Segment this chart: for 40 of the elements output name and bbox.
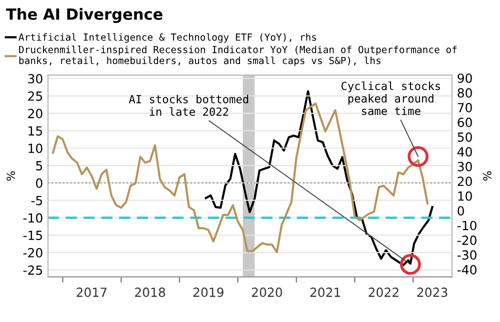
y-tick-label: 10 xyxy=(28,144,42,154)
y2-tick-label: -10 xyxy=(457,220,476,230)
y2-tick-label: -30 xyxy=(457,250,476,260)
y2-tick-label: -20 xyxy=(457,236,476,246)
y2-tick-label: 20 xyxy=(458,176,472,186)
y-tick-label: 25 xyxy=(28,91,42,101)
y-tick-label: 30 xyxy=(28,74,42,84)
y2-tick-label: 30 xyxy=(458,162,472,172)
x-tick-label: 2022 xyxy=(368,288,398,298)
y2-tick-label: 40 xyxy=(457,147,472,157)
x-tick-label: 2021 xyxy=(310,288,340,298)
y2-axis-title: % xyxy=(483,171,492,181)
annotation: AI stocks bottomed in late 2022 xyxy=(128,94,248,116)
y2-tick-label: 10 xyxy=(458,191,472,201)
legend-label: Druckenmiller-inspired Recession Indicator YoY (Median of Outperformance of banks, retail, homebuilders, autos and small caps vs S&P), lhs xyxy=(19,46,457,66)
legend-label: Artificial Intelligence & Technology ETF (YoY), rhs xyxy=(18,33,316,43)
annotation: Cyclical stocks peaked around same time xyxy=(341,81,440,116)
y2-tick-label: -40 xyxy=(457,265,476,274)
x-tick-label: 2023 xyxy=(417,288,448,298)
y2-tick-label: 0 xyxy=(458,206,464,216)
x-tick-label: 2018 xyxy=(135,288,166,298)
y-tick-label: -15 xyxy=(23,230,42,240)
x-tick-label: 2019 xyxy=(193,288,224,298)
y2-tick-label: 90 xyxy=(458,73,472,83)
chart-title: The AI Divergence xyxy=(6,8,162,23)
y-tick-label: 15 xyxy=(28,126,42,136)
x-tick-label: 2020 xyxy=(252,288,282,298)
y2-tick-label: 80 xyxy=(458,88,472,98)
y-tick-label: 20 xyxy=(28,108,42,118)
x-tick-label: 2017 xyxy=(76,288,106,298)
y-tick-label: -25 xyxy=(23,265,42,275)
y-tick-label: -10 xyxy=(23,213,42,223)
y-tick-label: 5 xyxy=(36,161,42,170)
y-tick-label: 0 xyxy=(36,178,42,188)
y2-tick-label: 60 xyxy=(458,118,472,128)
y2-tick-label: 70 xyxy=(458,102,472,112)
y-tick-label: -20 xyxy=(23,248,42,258)
y2-tick-label: 50 xyxy=(458,132,472,142)
y-tick-label: -5 xyxy=(31,196,42,206)
y-axis-title: % xyxy=(6,171,16,181)
